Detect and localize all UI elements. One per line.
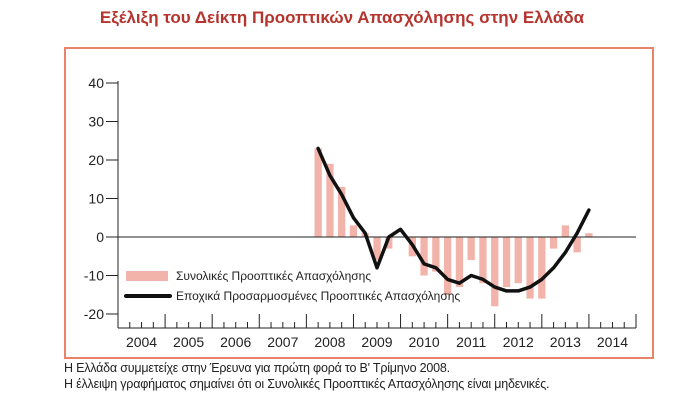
y-tick-label: 10 [88,191,104,207]
bar-mark [467,237,475,261]
x-tick-label: 2012 [503,334,534,350]
bar-mark [538,237,546,299]
bar-mark [455,237,464,288]
bar-mark [514,237,522,284]
y-tick-label: -20 [84,306,104,322]
x-tick-label: 2006 [220,334,251,350]
bar-mark [373,237,381,261]
y-tick-label: -10 [84,268,104,284]
bar-mark [479,237,487,284]
y-tick-label: 20 [88,152,104,168]
x-tick-label: 2010 [409,334,440,350]
seasonal-line [316,146,591,293]
y-tick-label: 40 [88,75,104,91]
x-tick-label: 2014 [597,334,628,350]
y-tick-label: 30 [88,114,104,130]
legend-label-bars: Συνολικές Προοπτικές Απασχόλησης [176,269,371,283]
bar-mark [338,186,346,237]
bar-mark [349,225,358,237]
bar-mark [526,237,534,299]
x-tick-label: 2011 [456,334,486,350]
x-tick-label: 2013 [550,334,581,350]
bar-mark [502,237,511,288]
legend-bar-swatch [126,271,168,281]
x-tick-label: 2005 [173,334,204,350]
x-tick-label: 2004 [126,334,157,350]
bar-mark [549,237,558,249]
bar-mark [385,237,393,249]
bar-mark [444,237,452,295]
x-tick-label: 2007 [267,334,298,350]
legend-label-line: Εποχικά Προσαρμοσμένες Προοπτικές Απασχό… [176,289,460,303]
bar-mark [573,237,581,253]
y-tick-label: 0 [96,229,104,245]
bar-mark [432,237,440,272]
chart-frame [64,47,654,359]
bar-mark [585,233,593,237]
bar-mark [561,225,569,237]
bar-mark [491,237,499,307]
bar-mark [326,163,334,237]
footnote-first-participation: Η Ελλάδα συμμετείχε στην Έρευνα για πρώτ… [64,361,450,375]
footnote-missing-bars: Η έλλειψη γραφήματος σημαίνει ότι οι Συν… [64,377,550,391]
x-tick-label: 2009 [361,334,392,350]
bar-mark [314,148,322,237]
chart-title: Εξέλιξη του Δείκτη Προοπτικών Απασχόληση… [99,8,585,27]
bar-mark [420,237,428,276]
x-tick-label: 2008 [314,334,345,350]
